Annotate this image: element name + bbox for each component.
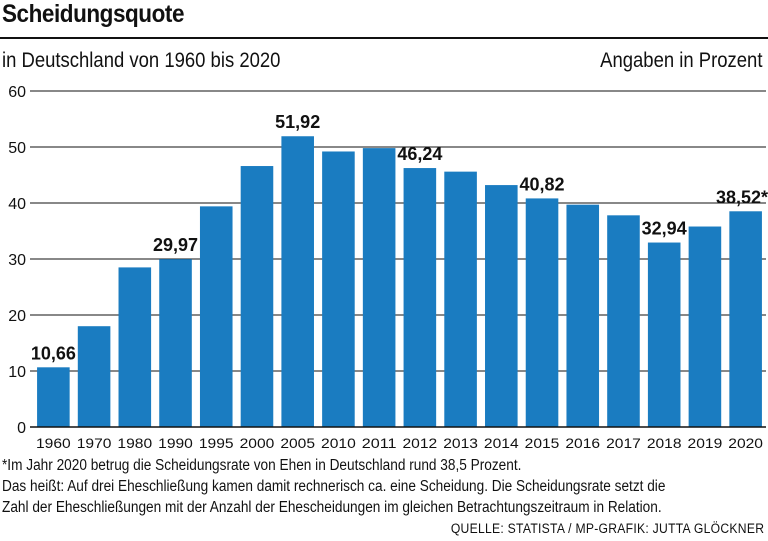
bar xyxy=(281,136,314,428)
y-tick-label: 20 xyxy=(8,308,26,325)
x-tick-label: 2000 xyxy=(240,435,275,451)
bar xyxy=(37,367,70,427)
bar xyxy=(566,204,600,427)
x-tick-label: 2016 xyxy=(565,435,600,451)
x-tick-label: 1980 xyxy=(117,435,152,451)
footnote-line-1: *Im Jahr 2020 betrug die Scheidungsrate … xyxy=(2,457,522,474)
x-tick-label: 2013 xyxy=(443,435,478,451)
bar xyxy=(525,198,559,427)
source-credit: QUELLE: STATISTA / MP-GRAFIK: JUTTA GLÖC… xyxy=(450,521,764,536)
data-label: 29,97 xyxy=(153,235,198,255)
bar xyxy=(607,215,640,427)
footnote-line-3: Zahl der Eheschließungen mit der Anzahl … xyxy=(2,499,662,516)
footnote-line-2: Das heißt: Auf drei Eheschließung kamen … xyxy=(2,478,666,495)
x-tick-label: 2020 xyxy=(728,435,763,451)
title-divider xyxy=(0,37,768,39)
x-tick-label: 2017 xyxy=(606,435,641,451)
x-tick-label: 2011 xyxy=(362,435,397,451)
x-tick-label: 1995 xyxy=(199,435,234,451)
bar xyxy=(240,166,274,428)
y-tick-label: 50 xyxy=(8,140,26,157)
bar xyxy=(647,242,681,427)
data-label: 46,24 xyxy=(397,144,442,164)
x-tick-label: 2005 xyxy=(280,435,315,451)
bar xyxy=(159,259,192,427)
x-tick-label: 2015 xyxy=(525,435,560,451)
y-tick-label: 60 xyxy=(8,84,26,101)
x-tick-label: 1970 xyxy=(77,435,112,451)
data-label: 51,92 xyxy=(275,112,320,132)
bar xyxy=(322,151,355,428)
bar xyxy=(77,326,111,427)
data-label: 10,66 xyxy=(31,343,76,363)
x-tick-label: 2014 xyxy=(484,435,519,451)
bar xyxy=(485,185,518,427)
bar xyxy=(688,226,722,427)
bar xyxy=(199,206,233,427)
bar xyxy=(444,171,477,427)
unit-note: Angaben in Prozent xyxy=(599,49,762,72)
chart-subtitle: in Deutschland von 1960 bis 2020 xyxy=(2,49,281,72)
bar-chart: 0 10 20 30 40 50 60 1960 1970 1980 1990 1995 2000 200… xyxy=(8,84,768,451)
bar xyxy=(118,267,152,427)
x-tick-label: 2019 xyxy=(688,435,723,451)
chart-title: Scheidungsquote xyxy=(2,0,185,28)
y-tick-label: 0 xyxy=(17,420,26,437)
x-tick-label: 1960 xyxy=(36,435,71,451)
bar xyxy=(403,168,437,427)
data-label: 32,94 xyxy=(642,219,687,239)
x-tick-label: 2010 xyxy=(321,435,356,451)
bar xyxy=(362,148,396,427)
bar xyxy=(729,211,762,427)
data-label: 38,52* xyxy=(716,187,768,207)
x-tick-label: 2012 xyxy=(403,435,438,451)
y-tick-label: 30 xyxy=(8,252,26,269)
y-tick-label: 10 xyxy=(8,364,26,381)
x-tick-label: 2018 xyxy=(647,435,682,451)
data-label: 40,82 xyxy=(520,174,565,194)
y-tick-label: 40 xyxy=(8,196,26,213)
x-tick-label: 1990 xyxy=(158,435,193,451)
